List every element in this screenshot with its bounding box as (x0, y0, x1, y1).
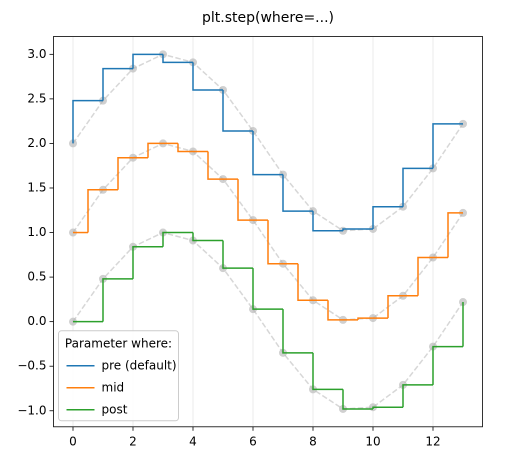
step-segment (102, 67, 133, 101)
y-tick-label: 1.5 (27, 180, 46, 194)
legend-label: pre (default) (102, 358, 177, 372)
step-segment (237, 179, 268, 221)
guide-line (72, 53, 464, 232)
x-tick-label: 8 (309, 434, 317, 448)
x-tick-label: 0 (69, 434, 77, 448)
step-segment (447, 212, 463, 258)
step-segment (402, 384, 433, 408)
step-segment (192, 232, 223, 242)
step-segment (357, 317, 388, 320)
chart-title: plt.step(where=...) (202, 10, 334, 26)
x-tick-label: 12 (425, 434, 440, 448)
y-tick-label: −1.0 (17, 403, 46, 417)
legend-label: mid (102, 380, 125, 394)
step-segment (222, 240, 253, 269)
legend-title: Parameter where: (65, 336, 172, 350)
step-segment (252, 130, 283, 176)
step-segment (312, 352, 343, 391)
step-segment (72, 99, 103, 144)
step-segment (132, 246, 163, 279)
step-segment (87, 189, 118, 233)
step-segment (402, 167, 433, 207)
y-tick-label: 3.0 (27, 47, 46, 61)
step-segment (387, 295, 418, 319)
step-segment (252, 268, 283, 310)
step-segment (267, 220, 298, 265)
step-segment (282, 309, 313, 354)
step-segment (162, 231, 193, 247)
step-segment (297, 263, 328, 302)
guide-line (72, 231, 464, 410)
step-segment (432, 345, 463, 385)
step-segment (312, 211, 343, 232)
legend-label: post (102, 402, 128, 416)
step-segment (372, 406, 403, 409)
step-segment (432, 123, 463, 169)
x-tick-label: 6 (249, 434, 257, 448)
y-tick-label: −0.5 (17, 359, 46, 373)
y-tick-label: 1.0 (27, 225, 46, 239)
step-segment (222, 89, 253, 132)
y-tick-label: 0.0 (27, 314, 46, 328)
step-segment (417, 256, 448, 296)
step-segment (342, 228, 373, 231)
axes-frame (53, 36, 483, 428)
step-segment (102, 278, 133, 322)
step-segment (372, 205, 403, 229)
x-tick-label: 4 (189, 434, 197, 448)
step-segment (117, 156, 148, 190)
y-tick-label: 2.0 (27, 136, 46, 150)
step-segment (282, 174, 313, 212)
step-segment (177, 143, 208, 153)
legend-box (58, 330, 179, 422)
x-tick-label: 2 (129, 434, 137, 448)
step-segment (132, 53, 163, 69)
x-tick-label: 10 (365, 434, 380, 448)
y-tick-label: 0.5 (27, 270, 46, 284)
step-segment (327, 300, 358, 321)
step-segment (192, 62, 223, 91)
y-tick-label: 2.5 (27, 91, 46, 105)
step-segment (207, 151, 238, 180)
step-segment (147, 142, 178, 158)
step-segment (342, 389, 373, 410)
step-segment (162, 54, 193, 64)
